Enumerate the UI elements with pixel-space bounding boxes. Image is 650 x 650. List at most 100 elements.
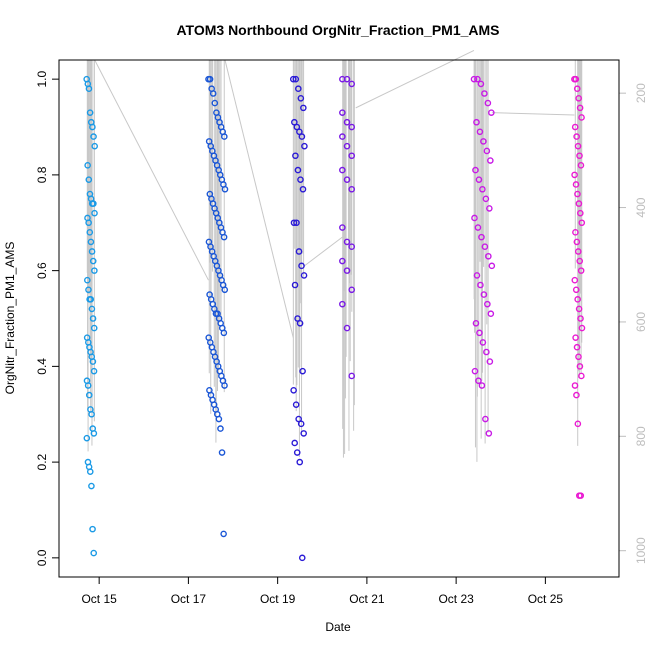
data-point — [295, 415, 302, 423]
data-point — [221, 133, 228, 140]
data-point — [221, 286, 229, 294]
data-point — [294, 315, 301, 322]
data-point — [215, 415, 223, 423]
data-point — [339, 133, 346, 140]
data-point — [478, 382, 486, 389]
data-point — [576, 257, 584, 265]
data-point — [91, 209, 98, 217]
data-points — [83, 75, 586, 562]
data-point — [343, 267, 351, 274]
data-point — [573, 391, 580, 399]
data-point — [220, 530, 227, 538]
data-point — [576, 104, 584, 112]
data-point — [297, 176, 304, 183]
data-point — [574, 190, 581, 198]
data-point — [90, 200, 97, 207]
data-point — [89, 257, 97, 265]
data-point — [89, 525, 96, 533]
secondary-tick-label: 800 — [634, 426, 648, 446]
data-point — [572, 334, 579, 341]
y-tick-label: 0.0 — [35, 549, 49, 566]
data-point — [572, 229, 579, 236]
data-point — [575, 305, 583, 313]
data-point — [480, 291, 488, 298]
data-point — [297, 94, 305, 102]
data-point — [220, 233, 228, 241]
data-point — [339, 109, 346, 116]
x-tick-label: Oct 15 — [81, 592, 117, 606]
data-point — [296, 128, 303, 136]
data-point — [294, 166, 302, 174]
data-point — [577, 492, 585, 499]
data-point — [88, 410, 95, 418]
data-point — [291, 281, 299, 289]
y-tick-label: 0.6 — [35, 262, 49, 279]
data-point — [573, 238, 581, 246]
data-point — [574, 420, 582, 428]
data-point — [485, 430, 493, 437]
data-point — [290, 387, 297, 394]
data-point — [90, 133, 97, 140]
data-point — [476, 128, 484, 136]
data-point — [88, 305, 96, 313]
data-point — [477, 80, 485, 88]
data-point — [577, 209, 584, 217]
data-point — [89, 123, 96, 131]
data-point — [343, 75, 351, 83]
data-point — [488, 109, 495, 116]
data-point — [470, 75, 478, 83]
data-point — [575, 200, 583, 207]
plot-frame — [58, 59, 620, 578]
connector-line — [304, 236, 343, 267]
chart-title: ATOM3 Northbound OrgNitr_Fraction_PM1_AM… — [176, 22, 499, 38]
data-point — [300, 104, 307, 112]
data-point — [293, 449, 301, 456]
data-point — [481, 243, 489, 250]
data-point — [90, 367, 98, 375]
data-point — [90, 430, 98, 437]
data-point — [573, 343, 581, 351]
data-point — [572, 75, 580, 83]
data-point — [481, 90, 488, 97]
data-point — [484, 300, 491, 308]
data-point — [480, 138, 487, 145]
y-tick-label: 0.2 — [35, 453, 49, 470]
data-point — [296, 458, 304, 466]
data-point — [289, 75, 297, 83]
data-point — [483, 147, 491, 155]
data-point — [343, 324, 351, 332]
data-point — [478, 233, 485, 241]
data-point — [298, 133, 306, 140]
data-point — [83, 434, 91, 442]
x-tick-label: Oct 23 — [438, 592, 474, 606]
data-point — [475, 176, 483, 183]
data-point — [221, 382, 228, 389]
data-point — [486, 205, 493, 212]
data-point — [578, 372, 585, 380]
data-point — [291, 118, 298, 126]
data-point — [300, 430, 307, 437]
data-point — [576, 152, 583, 160]
data-point — [91, 142, 98, 150]
connector-line — [94, 59, 209, 281]
data-point — [486, 358, 494, 365]
data-point — [85, 391, 93, 399]
data-point — [574, 296, 581, 303]
data-point — [479, 185, 486, 193]
data-point — [577, 315, 584, 322]
data-point — [90, 324, 98, 332]
x-axis-label: Date — [325, 620, 351, 634]
data-point — [89, 315, 97, 322]
data-point — [86, 109, 94, 116]
data-point — [348, 80, 356, 88]
data-point — [87, 296, 95, 303]
data-point — [88, 248, 96, 255]
data-point — [211, 99, 219, 107]
data-point — [298, 554, 306, 562]
data-point — [573, 85, 581, 93]
y-axis-label: OrgNitr_Fraction_PM1_AMS — [3, 242, 17, 395]
data-point — [218, 449, 226, 456]
data-point — [85, 286, 92, 294]
data-point — [299, 367, 306, 375]
